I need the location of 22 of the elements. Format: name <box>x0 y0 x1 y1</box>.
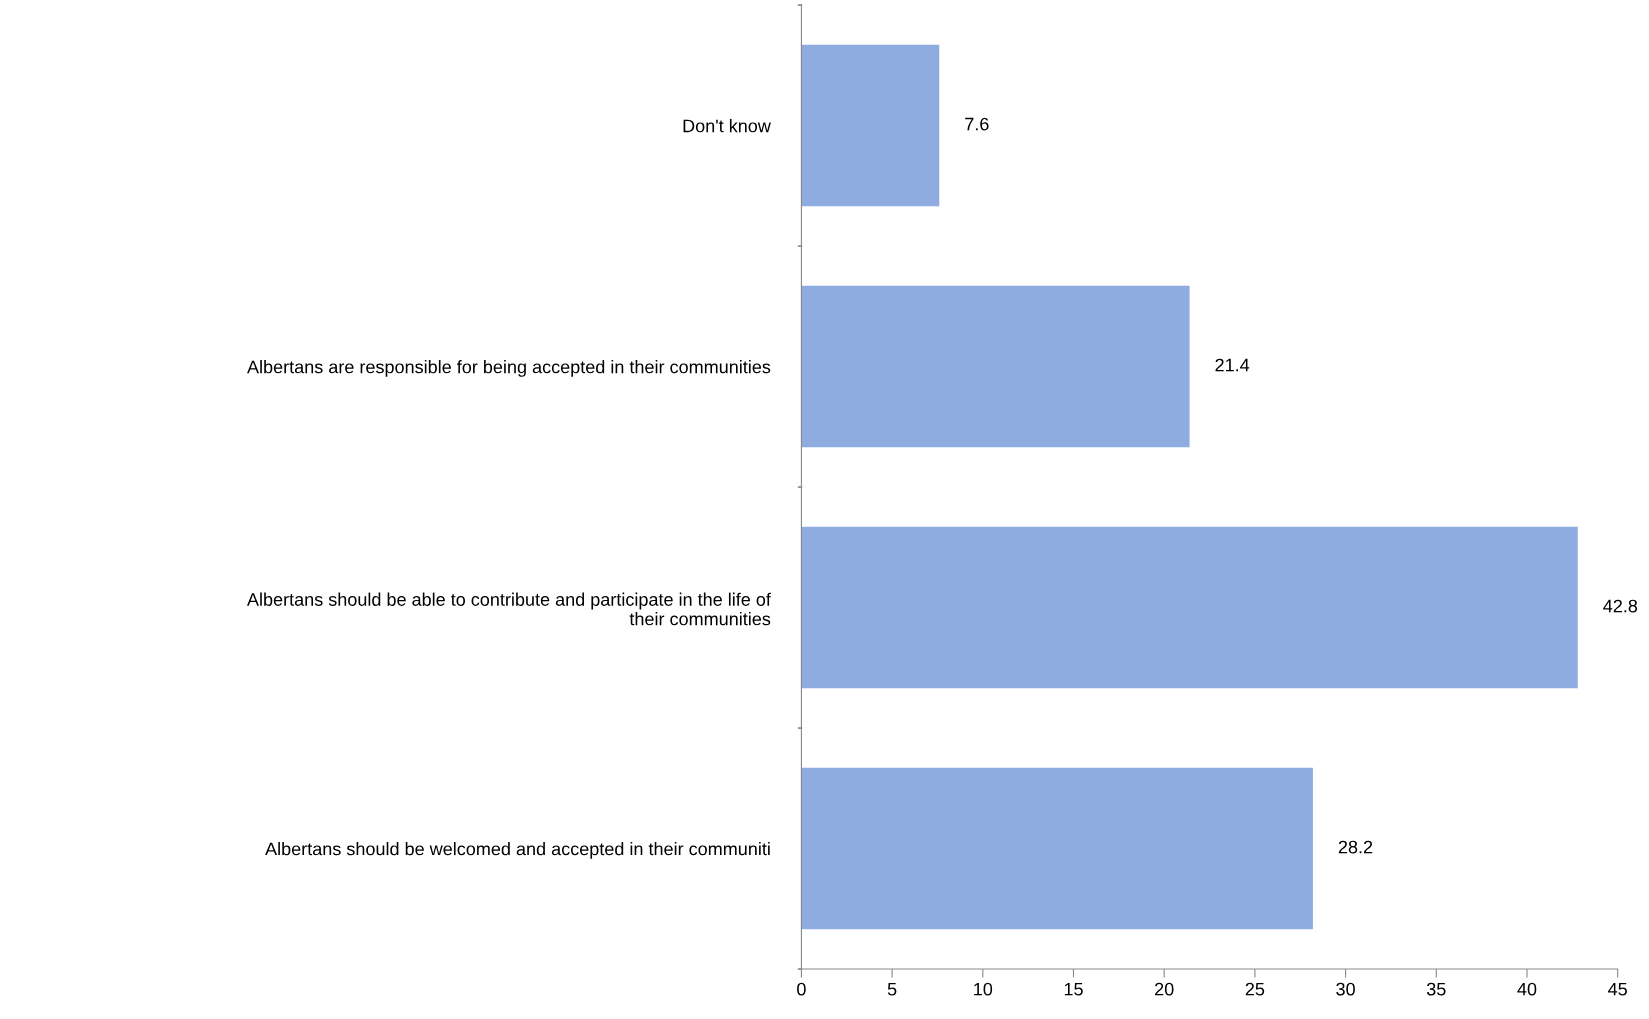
bar <box>801 44 940 207</box>
x-tick-label: 35 <box>1426 982 1446 996</box>
x-tick-label: 0 <box>797 982 806 996</box>
y-tick-label: Albertans are responsible for being accepted in their communities <box>247 360 771 377</box>
y-tick-label: Albertans should be able to contribute and participate in the life of their communities <box>246 592 771 626</box>
x-tick-label: 40 <box>1517 982 1537 996</box>
x-tick-label: 20 <box>1155 982 1174 996</box>
x-tick-label: 5 <box>887 982 897 996</box>
x-tick-label: 10 <box>974 982 993 996</box>
data-label: 28.2 <box>1338 840 1373 854</box>
x-tick-label: 25 <box>1245 982 1265 996</box>
x-tick-label: 45 <box>1608 982 1627 996</box>
x-tick-label: 15 <box>1064 982 1083 996</box>
y-tick-label: Don't know <box>683 119 771 133</box>
bar <box>801 526 1578 689</box>
data-label: 21.4 <box>1215 358 1250 372</box>
x-tick-label: 30 <box>1336 982 1355 996</box>
data-label: 42.8 <box>1603 599 1638 613</box>
bar <box>801 767 1313 930</box>
data-label: 7.6 <box>965 117 989 131</box>
bar <box>801 285 1190 448</box>
y-tick-label: Albertans should be welcomed and accepted in their communiti <box>265 842 770 859</box>
